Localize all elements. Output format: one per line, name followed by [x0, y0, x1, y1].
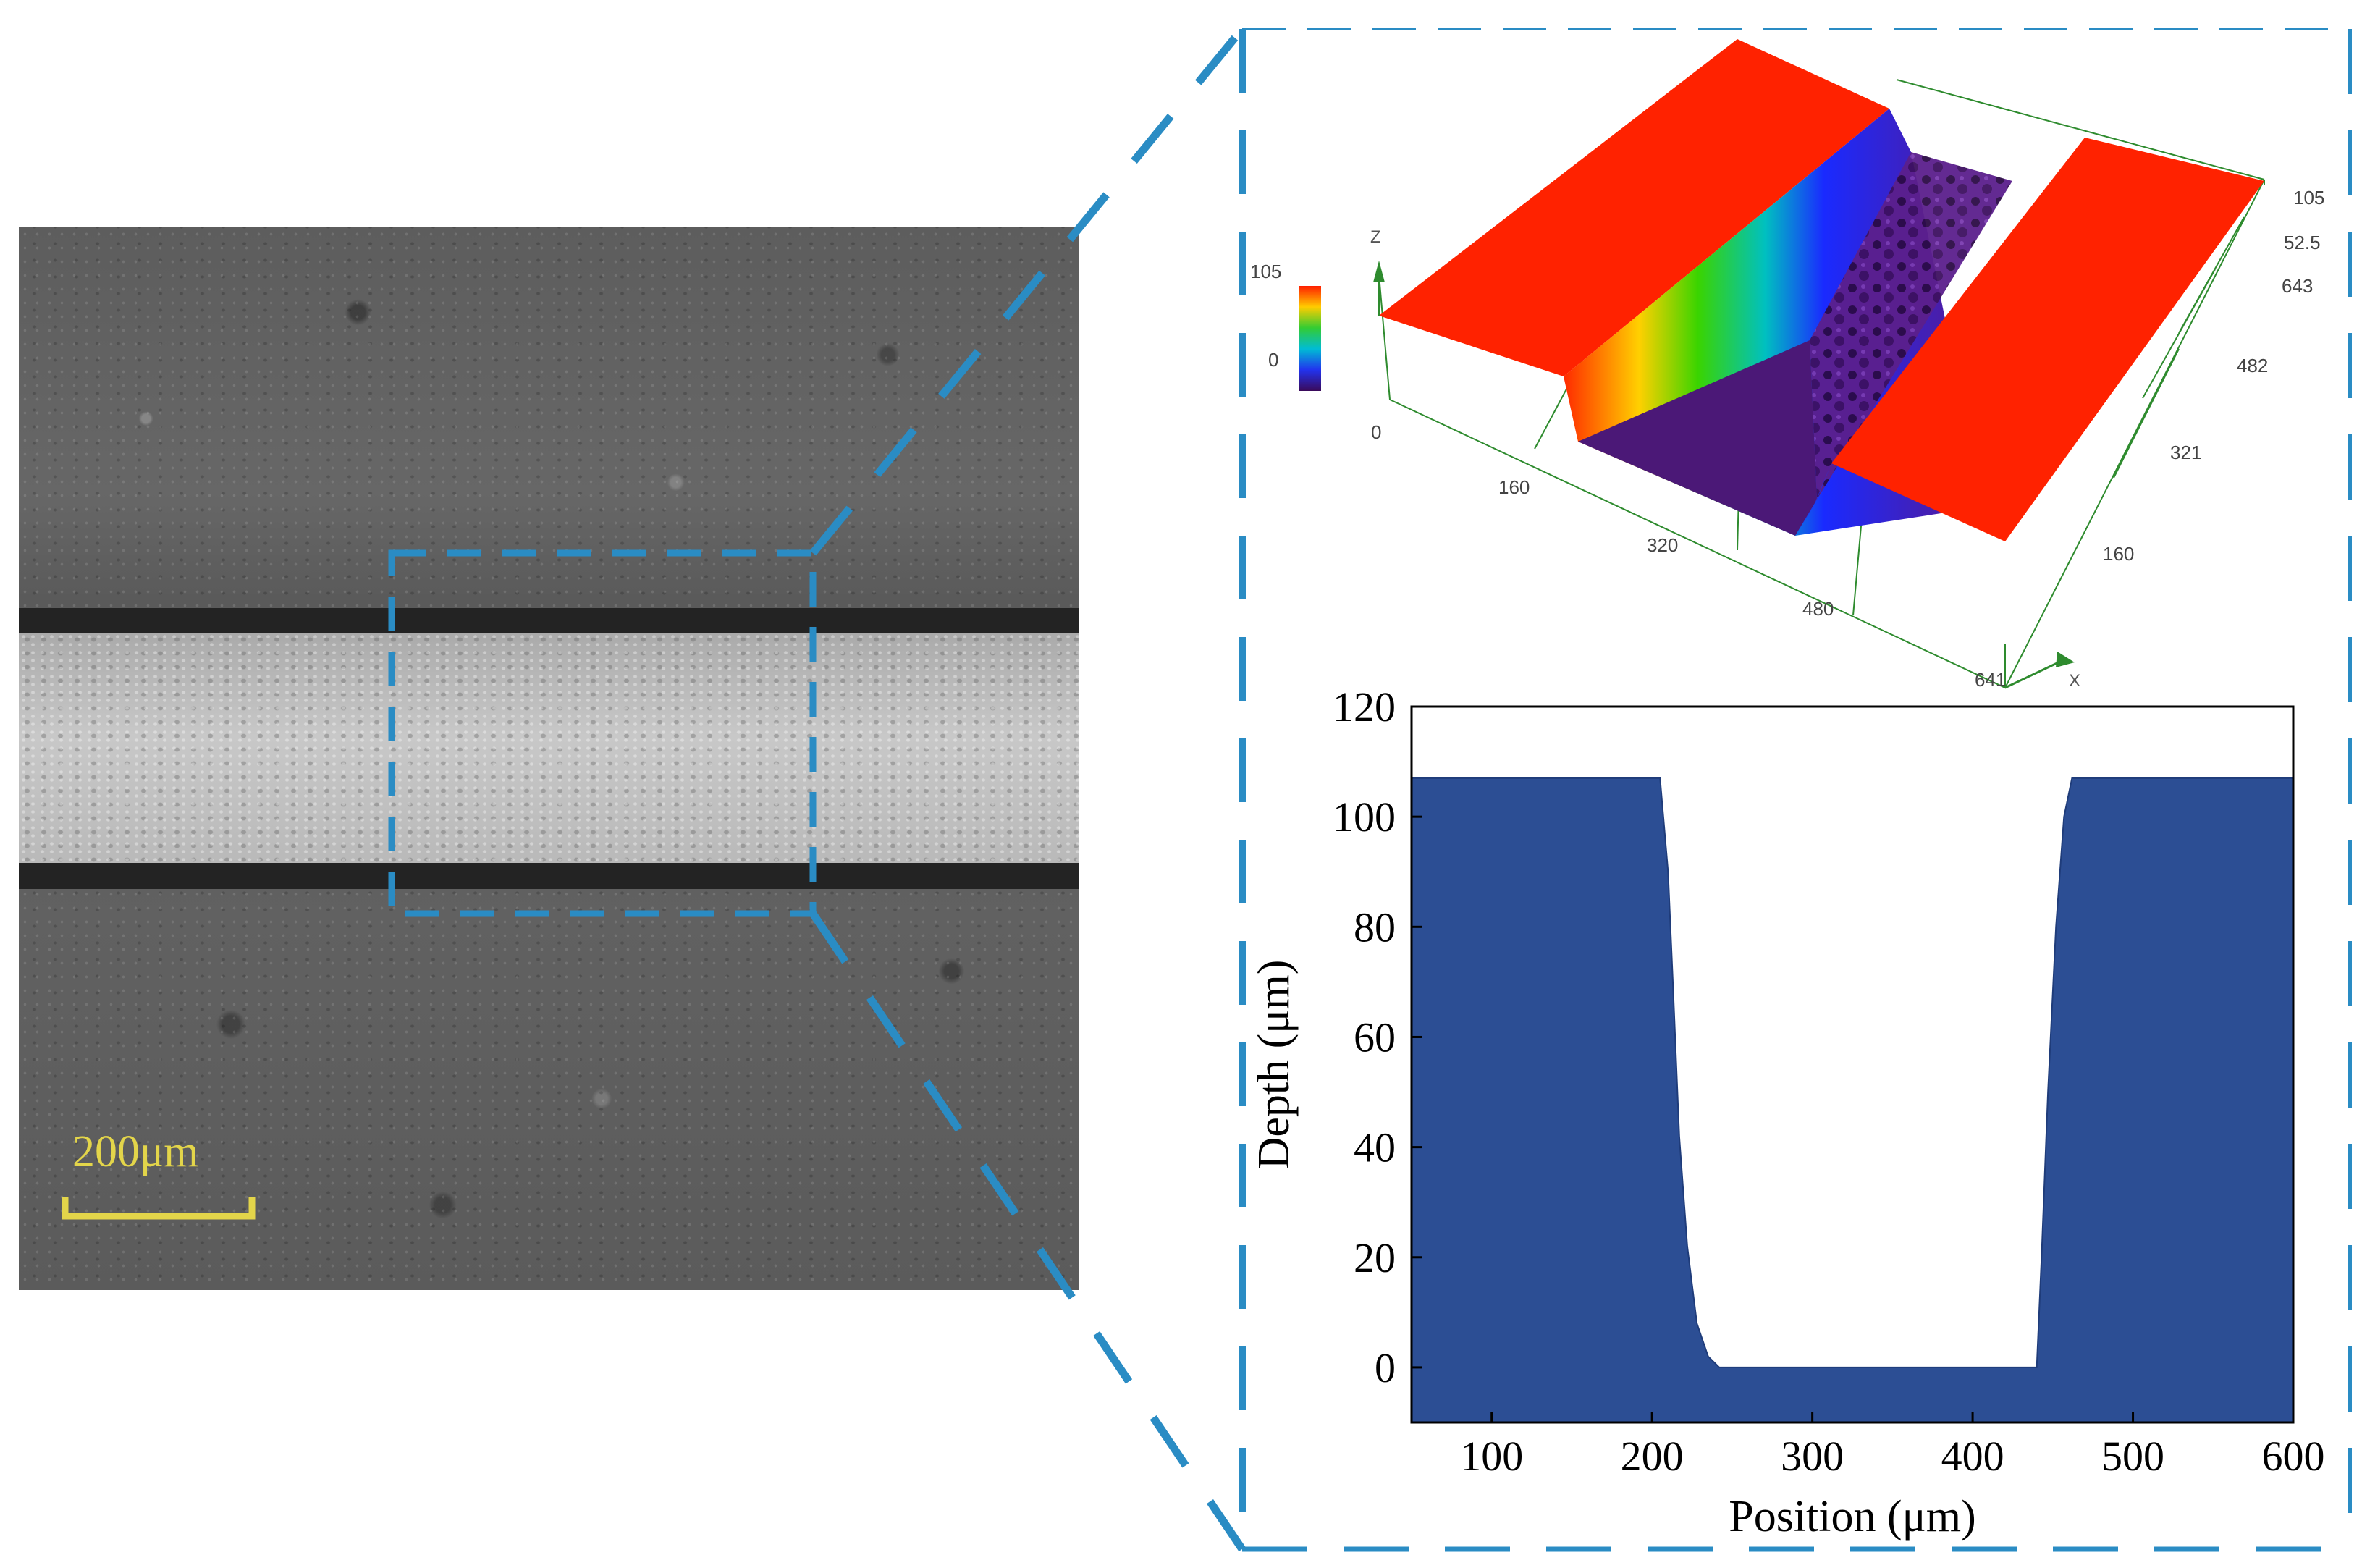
- surface-left-plateau: [1379, 39, 1889, 376]
- x-tick-label: 200: [1621, 1433, 1684, 1480]
- x-tick-label: 160: [1498, 476, 1530, 498]
- plot-frame: [1410, 705, 2295, 1424]
- x-tick-label: 100: [1460, 1433, 1523, 1480]
- colorbar-max-label: 105: [1250, 261, 1281, 282]
- y-tick-label: 80: [1354, 903, 1396, 951]
- groove-lower-edge: [19, 863, 1079, 889]
- surface-groove-floor: [1810, 152, 2012, 500]
- y-tick-label: 60: [1354, 1013, 1396, 1061]
- colorbar: [1299, 286, 1321, 391]
- x-tick-label: 600: [2262, 1433, 2325, 1480]
- zoom-connector-top: [809, 26, 1246, 556]
- x-tick-label: 320: [1647, 534, 1678, 556]
- y-tick-label: 100: [1333, 793, 1396, 840]
- z-tick-label: 105: [2293, 187, 2324, 208]
- y-tick-label: 20: [1354, 1234, 1396, 1281]
- depth-profile-chart: 0 20 40 60 80 100 120 100 200 300 400 500 600 Posit…: [1249, 683, 2325, 1541]
- micrograph-image: [19, 227, 1079, 1290]
- machined-groove: [19, 633, 1079, 863]
- x-axis: 100 200 300 400 500 600: [1460, 1412, 2325, 1480]
- y-axis-title: Depth (μm): [1249, 960, 1299, 1170]
- micrograph-container: [19, 227, 1079, 1290]
- groove-upper-edge: [19, 608, 1079, 633]
- z-tick-label: 52.5: [2284, 232, 2321, 253]
- x-tick-label: 400: [1941, 1433, 2004, 1480]
- y-axis: 0 20 40 60 80 100 120: [1333, 683, 1422, 1391]
- zoom-connector-bottom: [809, 911, 1246, 1552]
- surface-3d-plot: Z X 105 0 105 52.5 0 160 320 480 641 643…: [1250, 39, 2324, 691]
- x-tick-label: 500: [2101, 1433, 2164, 1480]
- y-tick-label: 120: [1333, 683, 1396, 730]
- surface-groove-floor-front: [1578, 340, 1817, 536]
- surface-right-plateau: [1831, 138, 2264, 541]
- x-tick-label: 480: [1802, 598, 1834, 620]
- y-tick-label: 40: [1354, 1124, 1396, 1171]
- scale-bar-label-box: 200μm: [72, 1129, 199, 1176]
- x-axis-label: X: [2069, 671, 2080, 691]
- x-tick-label: 300: [1781, 1433, 1844, 1480]
- scale-bar-label: 200μm: [72, 1129, 199, 1176]
- y-tick-label: 0: [1375, 1344, 1396, 1391]
- x-tick-label: 641: [1975, 669, 2006, 691]
- depth-profile-area: [1411, 777, 2294, 1423]
- y-tick-label: 321: [2170, 442, 2201, 463]
- x-axis-title: Position (μm): [1729, 1492, 1976, 1541]
- colorbar-min-label: 0: [1268, 349, 1278, 371]
- y-tick-label: 643: [2282, 275, 2313, 297]
- z-axis-label: Z: [1370, 227, 1381, 247]
- z-tick-label: 0: [1371, 421, 1381, 443]
- z-axis-arrow: [1373, 261, 1385, 282]
- scale-bar: [62, 1197, 256, 1220]
- x-axis-arrow: [2056, 652, 2075, 667]
- y-tick-label: 160: [2103, 543, 2134, 565]
- zoom-region-box: [388, 549, 817, 917]
- y-tick-label: 482: [2237, 355, 2268, 376]
